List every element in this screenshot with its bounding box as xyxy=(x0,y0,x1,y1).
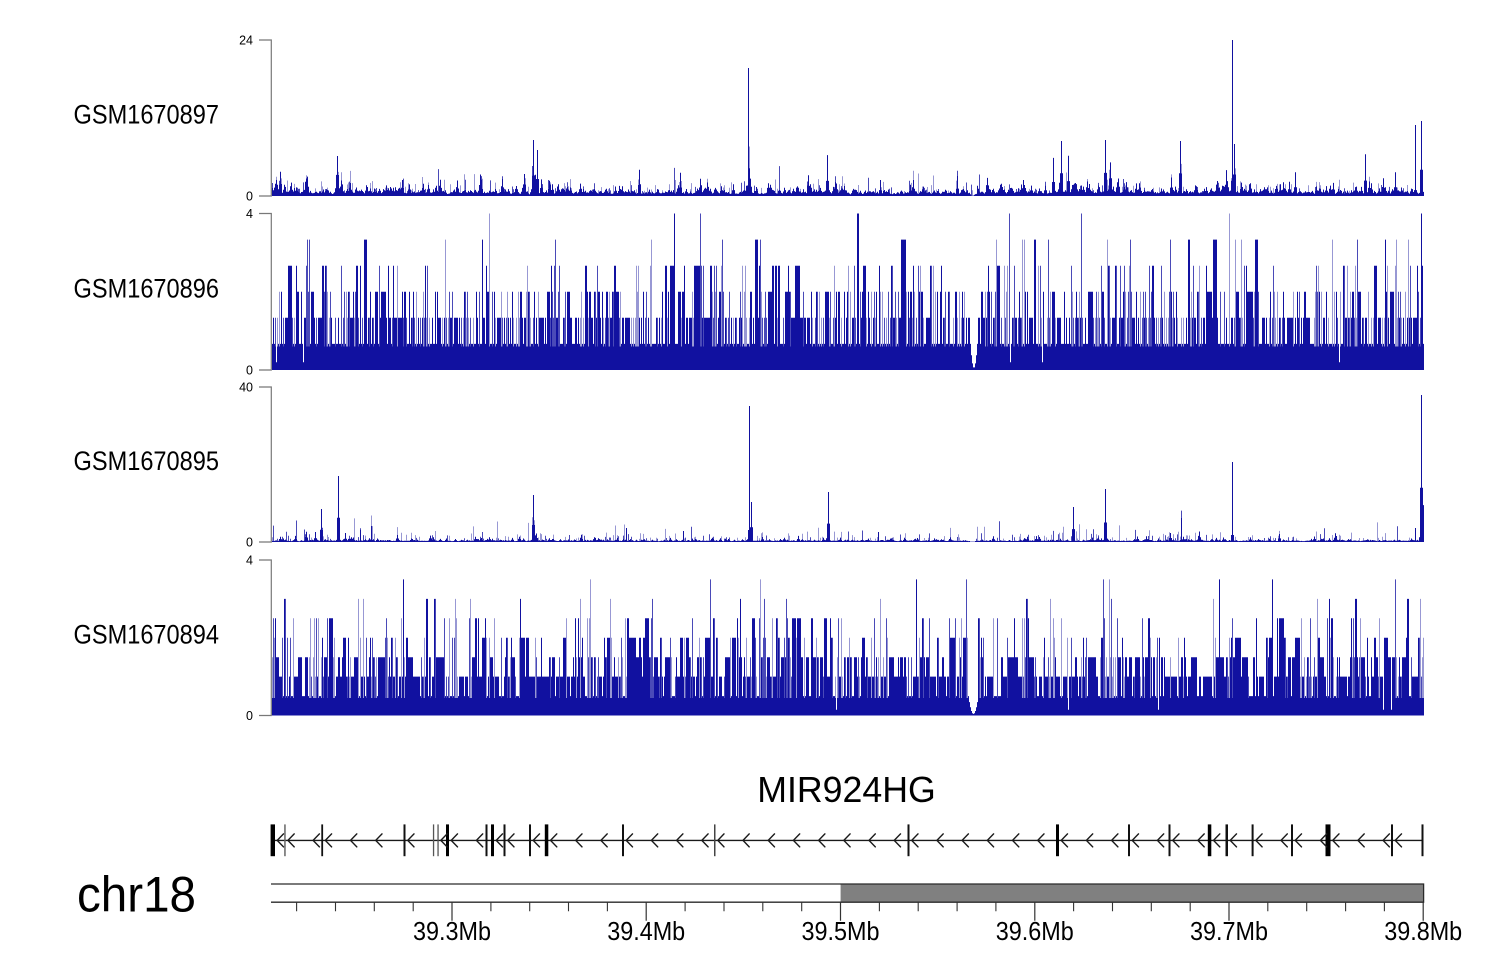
svg-text:MIR924HG: MIR924HG xyxy=(757,769,936,810)
svg-text:GSM1670897: GSM1670897 xyxy=(74,100,220,130)
svg-text:40: 40 xyxy=(239,380,253,394)
svg-text:24: 24 xyxy=(239,33,253,47)
svg-text:GSM1670895: GSM1670895 xyxy=(74,446,220,476)
svg-text:GSM1670896: GSM1670896 xyxy=(74,273,220,303)
svg-text:0: 0 xyxy=(246,535,253,549)
svg-text:4: 4 xyxy=(246,207,253,221)
svg-text:chr18: chr18 xyxy=(77,867,196,923)
svg-text:39.7Mb: 39.7Mb xyxy=(1190,916,1268,946)
svg-text:39.5Mb: 39.5Mb xyxy=(802,916,880,946)
svg-text:39.3Mb: 39.3Mb xyxy=(413,916,491,946)
svg-text:GSM1670894: GSM1670894 xyxy=(74,619,220,649)
svg-text:0: 0 xyxy=(246,189,253,203)
svg-text:0: 0 xyxy=(246,363,253,377)
svg-text:0: 0 xyxy=(246,709,253,723)
svg-text:39.8Mb: 39.8Mb xyxy=(1384,916,1462,946)
svg-text:39.4Mb: 39.4Mb xyxy=(607,916,685,946)
svg-text:4: 4 xyxy=(246,553,253,567)
svg-text:39.6Mb: 39.6Mb xyxy=(996,916,1074,946)
